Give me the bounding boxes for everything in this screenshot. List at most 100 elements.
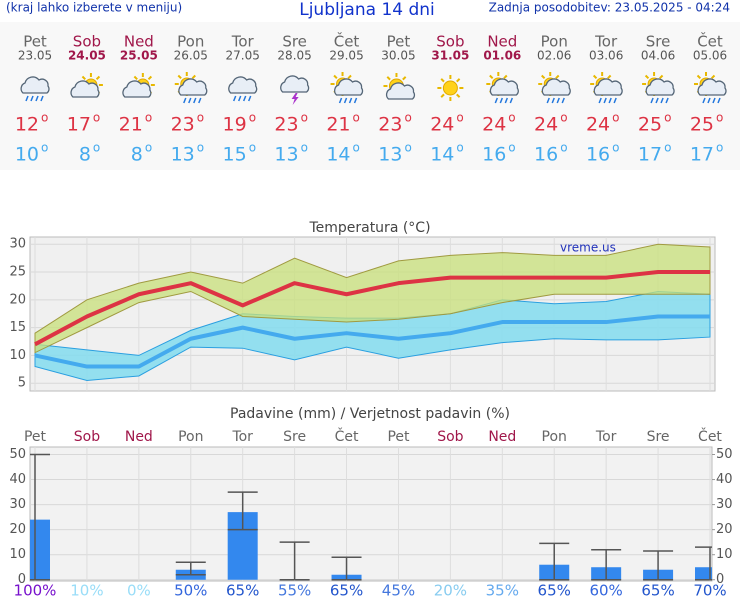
sun-ray [333,74,338,80]
day-name: Čet [335,427,359,445]
degree-sign: o [716,111,723,125]
degree-sign: o [560,111,567,125]
high-temp: 25 [638,114,662,136]
day-date: 30.05 [381,49,415,63]
probability-label: 50% [174,582,207,600]
cloud [122,80,152,98]
sun-ray [592,74,598,80]
y2-tick-label: 50 [716,447,733,462]
weather-icon [228,76,258,102]
rain-drop [546,97,550,104]
probability-label: 20% [434,582,467,600]
degree-sign: o [145,141,152,155]
day-date: 05.06 [693,49,727,63]
high-temp: 23 [378,114,402,136]
y-tick-label: 5 [18,376,26,391]
sun-ray [456,78,461,83]
low-temp: 10 [15,144,39,166]
degree-sign: o [145,111,152,125]
y-tick-label: 40 [9,472,26,487]
probability-label: 65% [538,582,571,600]
probability-label: 100% [14,582,57,600]
y-tick-label: 20 [9,522,26,537]
rain-drop [717,97,721,104]
degree-sign: o [664,111,671,125]
watermark: vreme.us [560,241,616,255]
sun-ray [386,76,391,81]
sun-ray [133,75,138,81]
weather-icon [437,75,464,101]
sun-ray [440,93,445,98]
sun-ray [95,75,101,81]
sun-ray [607,74,612,80]
temp-line [34,314,710,369]
weather-icon [642,72,675,104]
degree-sign: o [716,141,723,155]
page-title: Ljubljana 14 dni [299,0,435,20]
degree-sign: o [41,111,48,125]
update-time: Zadnja posodobitev: 23.05.2025 - 04:24 [489,1,730,15]
cloud [280,75,310,93]
chart-title: Padavine (mm) / Verjetnost padavin (%) [230,406,510,422]
high-temp: 23 [171,114,195,136]
rain-drop [504,97,509,104]
rain-drop [650,97,654,104]
degree-sign: o [508,111,515,125]
probability-label: 0% [127,582,151,600]
y-tick-label: 20 [9,292,26,307]
y2-tick-label: 30 [716,497,733,512]
rain-drop [712,97,716,104]
day-date: 23.05 [18,49,52,63]
sun-ray [402,76,407,81]
degree-sign: o [249,141,256,155]
day-date: 03.06 [589,49,623,63]
day-name: Tor [231,33,255,51]
rain-drop [183,97,187,104]
day-name: Čet [334,32,360,51]
y-tick-label: 0 [18,572,26,587]
y-tick-label: 15 [9,320,26,335]
rain-drop [338,97,343,104]
degree-sign: o [404,141,411,155]
rain-drop [613,97,617,104]
y2-tick-label: 10 [716,547,733,562]
sun-ray [81,75,86,81]
day-date: 04.06 [641,49,675,63]
hint: (kraj lahko izberete v meniju) [6,1,182,15]
sun-ray [555,74,560,80]
rain-drop [660,97,664,104]
rain-drop [232,95,237,102]
day-name: Pon [177,33,204,51]
sun-ray [503,74,508,80]
high-temp: 23 [274,114,298,136]
rain-drop [242,95,247,102]
sun-ray [191,74,196,80]
cloud [593,78,623,96]
weather-icon [590,72,623,104]
probability-label: 10% [70,582,103,600]
rain-drop [561,97,565,104]
probability-label: 55% [278,582,311,600]
low-temp: 13 [171,144,195,166]
high-temp: 24 [482,114,506,136]
cloud [334,78,364,96]
weather-icon [330,72,364,104]
lightning [291,93,299,105]
low-temp: 14 [326,144,350,166]
rain-drop [40,95,44,102]
y-tick-label: 10 [9,348,26,363]
cloud [645,78,675,96]
low-temp: 16 [534,144,558,166]
rain-drop [348,97,353,104]
bars [30,453,712,581]
y-tick-label: 30 [9,237,26,252]
rain-drop [353,97,358,104]
degree-sign: o [612,111,619,125]
rain-drop [188,97,192,104]
high-temp: 24 [586,114,610,136]
day-name: Tor [231,429,253,445]
day-name: Pon [542,429,567,445]
low-temp: 8 [79,144,91,166]
degree-sign: o [664,141,671,155]
